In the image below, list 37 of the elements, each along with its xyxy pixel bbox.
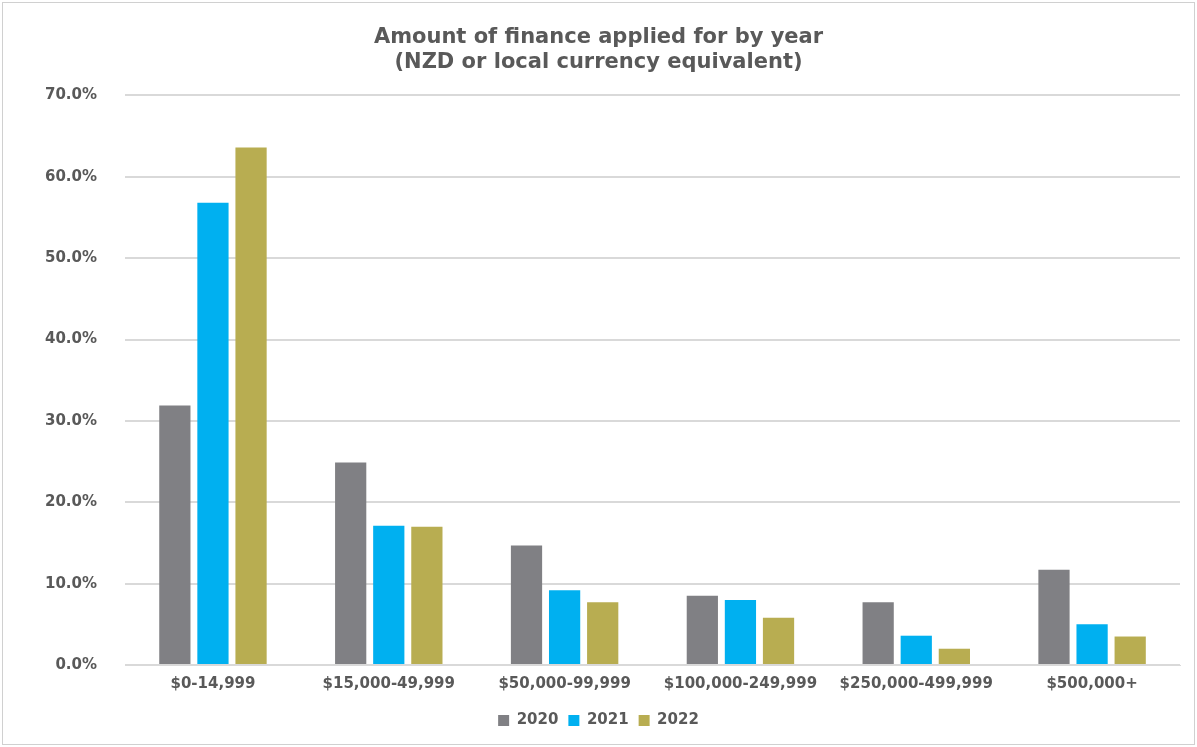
bar bbox=[197, 202, 229, 664]
y-tick-label: 20.0% bbox=[44, 492, 98, 511]
legend-label: 2022 bbox=[657, 710, 699, 729]
bar bbox=[548, 590, 581, 664]
bar bbox=[510, 545, 543, 664]
x-tick-label: $15,000-49,999 bbox=[322, 673, 455, 692]
bar bbox=[587, 602, 619, 664]
bar bbox=[235, 147, 267, 664]
x-tick-label: $500,000+ bbox=[1046, 673, 1138, 692]
legend-label: 2020 bbox=[516, 710, 559, 729]
text: Amount of finance applied for by year bbox=[373, 24, 824, 49]
legend-label: 2021 bbox=[586, 710, 629, 729]
x-tick-label: $0-14,999 bbox=[170, 673, 256, 692]
x-tick-label: $250,000-499,999 bbox=[839, 673, 993, 692]
bar bbox=[862, 602, 894, 664]
y-tick-label: 50.0% bbox=[44, 248, 98, 267]
bar bbox=[373, 525, 405, 664]
bar bbox=[900, 635, 932, 664]
text: (NZD or local currency equivalent) bbox=[394, 49, 803, 74]
y-tick-label: 40.0% bbox=[44, 329, 98, 348]
y-tick-label: 10.0% bbox=[44, 573, 98, 592]
x-tick-label: $100,000-249,999 bbox=[663, 673, 818, 692]
y-tick-label: 60.0% bbox=[44, 166, 98, 185]
bar bbox=[686, 595, 718, 664]
y-tick-label: 30.0% bbox=[44, 410, 98, 429]
y-tick-label: 70.0% bbox=[44, 85, 98, 104]
bar bbox=[1038, 569, 1070, 664]
bar bbox=[938, 648, 970, 664]
bar bbox=[762, 617, 795, 664]
bar bbox=[159, 405, 191, 664]
bar bbox=[335, 462, 367, 664]
x-tick-label: $50,000-99,999 bbox=[498, 673, 631, 692]
bar bbox=[1076, 624, 1108, 664]
bar bbox=[1114, 636, 1146, 664]
y-tick-label: 0.0% bbox=[55, 654, 98, 673]
bar bbox=[724, 599, 757, 664]
bar bbox=[411, 526, 443, 664]
